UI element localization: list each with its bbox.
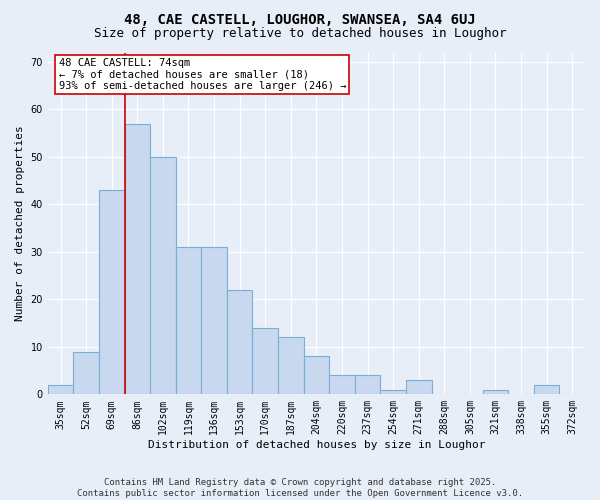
Bar xyxy=(380,390,406,394)
Bar xyxy=(227,290,253,395)
Bar xyxy=(482,390,508,394)
Bar xyxy=(125,124,150,394)
Bar xyxy=(253,328,278,394)
Bar xyxy=(304,356,329,395)
Bar xyxy=(278,338,304,394)
Bar xyxy=(176,247,201,394)
Bar xyxy=(355,376,380,394)
X-axis label: Distribution of detached houses by size in Loughor: Distribution of detached houses by size … xyxy=(148,440,485,450)
Text: Contains HM Land Registry data © Crown copyright and database right 2025.
Contai: Contains HM Land Registry data © Crown c… xyxy=(77,478,523,498)
Text: Size of property relative to detached houses in Loughor: Size of property relative to detached ho… xyxy=(94,28,506,40)
Bar xyxy=(201,247,227,394)
Bar xyxy=(329,376,355,394)
Bar xyxy=(73,352,99,395)
Bar xyxy=(150,157,176,394)
Bar xyxy=(99,190,125,394)
Bar xyxy=(406,380,431,394)
Text: 48 CAE CASTELL: 74sqm
← 7% of detached houses are smaller (18)
93% of semi-detac: 48 CAE CASTELL: 74sqm ← 7% of detached h… xyxy=(59,58,346,91)
Bar xyxy=(48,385,73,394)
Y-axis label: Number of detached properties: Number of detached properties xyxy=(15,126,25,322)
Text: 48, CAE CASTELL, LOUGHOR, SWANSEA, SA4 6UJ: 48, CAE CASTELL, LOUGHOR, SWANSEA, SA4 6… xyxy=(124,12,476,26)
Bar xyxy=(534,385,559,394)
